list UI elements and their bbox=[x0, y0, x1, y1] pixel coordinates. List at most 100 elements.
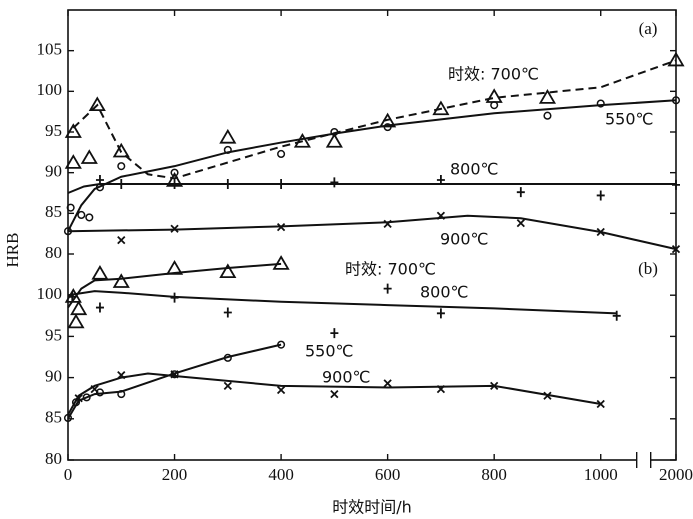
panel-label: (a) bbox=[639, 19, 658, 38]
x-tick-label: 1000 bbox=[584, 465, 618, 484]
marker-triangle bbox=[70, 300, 88, 316]
marker-cross bbox=[330, 389, 339, 399]
axis-break-gap bbox=[636, 455, 651, 465]
marker-cross bbox=[383, 219, 392, 229]
fit-curve bbox=[67, 183, 676, 194]
x-tick-label: 400 bbox=[268, 465, 294, 484]
marker-circle bbox=[330, 127, 339, 137]
marker-circle bbox=[596, 99, 605, 108]
marker-cross bbox=[490, 381, 499, 390]
marker-circle bbox=[85, 213, 94, 222]
marker-cross bbox=[223, 381, 232, 390]
marker-plus bbox=[436, 174, 445, 185]
marker-circle bbox=[543, 111, 552, 120]
x-tick-label: 800 bbox=[481, 465, 507, 484]
series-label: 550℃ bbox=[305, 342, 354, 361]
marker-cross bbox=[516, 218, 525, 228]
y-tick-label: 85 bbox=[45, 408, 62, 427]
marker-cross bbox=[436, 211, 446, 220]
marker-cross bbox=[170, 224, 179, 233]
marker-circle bbox=[170, 370, 179, 379]
series-label: 900℃ bbox=[322, 368, 371, 387]
marker-circle bbox=[223, 145, 232, 154]
series-label: 时效: 700℃ bbox=[448, 65, 539, 84]
marker-plus bbox=[95, 302, 104, 313]
marker-plus bbox=[223, 307, 232, 318]
marker-triangle bbox=[112, 273, 130, 288]
y-tick-label: 100 bbox=[37, 284, 63, 303]
marker-cross bbox=[596, 227, 605, 237]
marker-triangle bbox=[67, 313, 85, 329]
fit-curve bbox=[67, 372, 601, 416]
marker-triangle bbox=[80, 149, 98, 164]
marker-triangle bbox=[219, 263, 237, 279]
y-axis-label: HRB bbox=[3, 233, 22, 268]
plot-frame bbox=[67, 9, 677, 461]
marker-cross bbox=[74, 394, 83, 403]
x-tick-label: 0 bbox=[64, 465, 73, 484]
fit-curve bbox=[67, 343, 282, 420]
marker-plus bbox=[95, 174, 104, 185]
marker-circle bbox=[490, 101, 499, 110]
marker-cross bbox=[596, 399, 605, 409]
marker-circle bbox=[223, 353, 232, 362]
marker-plus bbox=[330, 177, 339, 188]
marker-cross bbox=[276, 385, 286, 395]
marker-plus bbox=[596, 190, 605, 201]
marker-triangle bbox=[432, 100, 450, 116]
fit-curve bbox=[67, 290, 617, 315]
marker-plus bbox=[117, 179, 126, 190]
marker-circle bbox=[383, 123, 392, 132]
marker-triangle bbox=[272, 255, 290, 270]
marker-cross bbox=[436, 384, 446, 394]
marker-plus bbox=[68, 291, 77, 302]
y-tick-label: 100 bbox=[37, 80, 63, 99]
marker-circle bbox=[277, 340, 286, 349]
x-axis-label: 时效时间/h bbox=[332, 498, 412, 517]
marker-cross bbox=[90, 384, 99, 394]
marker-plus bbox=[170, 179, 179, 190]
marker-triangle bbox=[64, 123, 82, 138]
marker-plus bbox=[330, 328, 339, 339]
series-label: 550℃ bbox=[605, 110, 654, 129]
marker-cross bbox=[383, 379, 392, 388]
y-tick-label: 90 bbox=[45, 367, 62, 386]
marker-plus bbox=[672, 179, 680, 190]
marker-triangle bbox=[485, 88, 503, 103]
marker-triangle bbox=[293, 132, 311, 148]
series-label: 800℃ bbox=[420, 283, 469, 302]
marker-triangle bbox=[64, 154, 82, 169]
marker-triangle bbox=[219, 128, 237, 144]
y-tick-label: 80 bbox=[45, 449, 62, 468]
marker-triangle bbox=[667, 51, 685, 67]
marker-plus bbox=[516, 187, 525, 198]
marker-triangle bbox=[325, 132, 343, 148]
marker-triangle bbox=[88, 96, 106, 112]
fit-curve bbox=[67, 99, 677, 232]
fit-curve bbox=[72, 59, 677, 180]
marker-circle bbox=[82, 393, 91, 402]
marker-circle bbox=[117, 390, 126, 399]
marker-circle bbox=[117, 162, 126, 171]
fit-curve bbox=[67, 262, 282, 309]
marker-triangle bbox=[91, 264, 109, 280]
marker-cross bbox=[117, 370, 126, 380]
marker-triangle bbox=[112, 142, 130, 158]
marker-cross bbox=[543, 391, 552, 400]
x-tick-label: 200 bbox=[162, 465, 188, 484]
fit-curve bbox=[67, 214, 677, 251]
x-tick-label: 600 bbox=[375, 465, 401, 484]
marker-plus bbox=[277, 179, 286, 190]
marker-triangle bbox=[165, 260, 184, 275]
marker-plus bbox=[612, 310, 621, 321]
marker-circle bbox=[170, 168, 179, 177]
marker-plus bbox=[383, 283, 392, 294]
y-tick-label: 85 bbox=[45, 202, 62, 221]
y-tick-label: 95 bbox=[45, 121, 62, 140]
marker-cross bbox=[671, 244, 681, 254]
y-tick-label: 95 bbox=[45, 325, 62, 344]
marker-plus bbox=[170, 292, 179, 303]
series-label: 900℃ bbox=[440, 230, 489, 249]
